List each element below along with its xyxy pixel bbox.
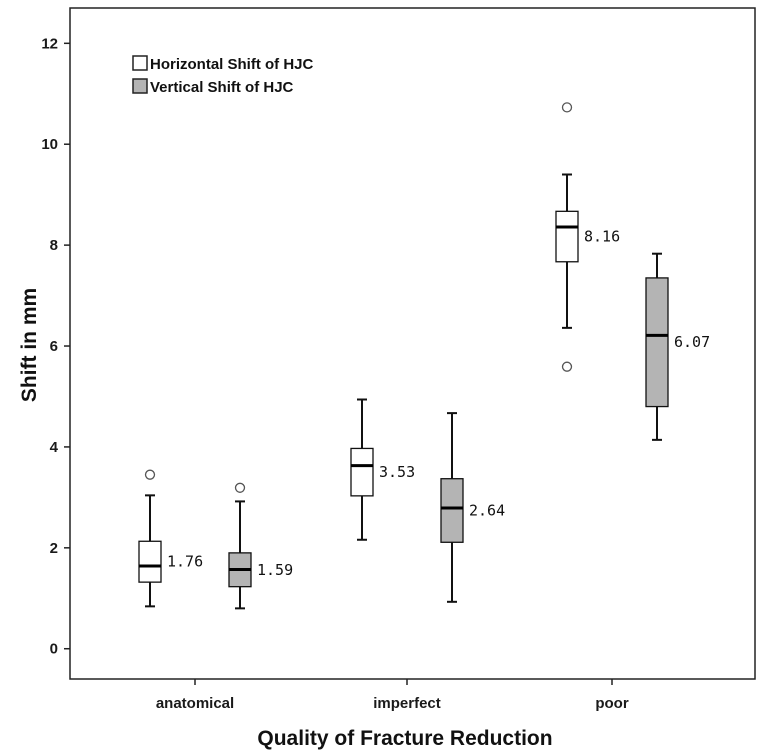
- mean-annotation: 8.16: [584, 228, 620, 246]
- iqr-box: [350, 447, 374, 497]
- iqr-box: [645, 277, 669, 408]
- legend-label-vertical: Vertical Shift of HJC: [150, 79, 294, 96]
- outlier-point: [561, 102, 573, 113]
- outlier-point: [234, 482, 246, 493]
- y-tick-label: 6: [50, 338, 58, 355]
- box-vertical-imperfect: 2.64: [440, 412, 505, 603]
- outlier-point: [144, 469, 156, 480]
- y-tick-label: 12: [41, 35, 58, 52]
- box-horizontal-poor: 8.16: [555, 102, 620, 372]
- box-horizontal-imperfect: 3.53: [350, 398, 415, 541]
- outlier-point: [561, 361, 573, 372]
- legend-swatch-vertical: [132, 78, 148, 94]
- y-tick-label: 2: [50, 540, 58, 557]
- plot-frame: [69, 7, 756, 680]
- box-vertical-anatomical: 1.59: [228, 482, 293, 610]
- y-tick-label: 8: [50, 237, 58, 254]
- mean-annotation: 1.59: [257, 561, 293, 579]
- x-tick-label: poor: [595, 695, 628, 712]
- x-tick-label: imperfect: [373, 695, 441, 712]
- y-axis-title: Shift in mm: [18, 288, 41, 402]
- box-horizontal-anatomical: 1.76: [138, 469, 203, 608]
- y-tick-label: 10: [41, 136, 58, 153]
- y-tick-label: 0: [50, 641, 58, 658]
- mean-annotation: 6.07: [674, 333, 710, 351]
- mean-annotation: 3.53: [379, 463, 415, 481]
- box-vertical-poor: 6.07: [645, 252, 710, 441]
- legend-label-horizontal: Horizontal Shift of HJC: [150, 56, 313, 73]
- x-tick-label: anatomical: [156, 695, 234, 712]
- mean-annotation: 1.76: [167, 553, 203, 571]
- iqr-box: [555, 210, 579, 263]
- y-tick-label: 4: [50, 439, 59, 456]
- iqr-box: [138, 540, 162, 583]
- x-axis-title: Quality of Fracture Reduction: [257, 727, 552, 750]
- mean-annotation: 2.64: [469, 501, 505, 519]
- iqr-box: [440, 478, 464, 543]
- legend-swatch-horizontal: [132, 55, 148, 71]
- box-layer: 1.76 3.53 8.16 1.59 2.64 6.07: [138, 102, 710, 610]
- legend: Horizontal Shift of HJC Vertical Shift o…: [132, 55, 313, 96]
- axis-layer: 0 2 4 6 8 10 12 anatomical imperfect poor: [41, 35, 629, 712]
